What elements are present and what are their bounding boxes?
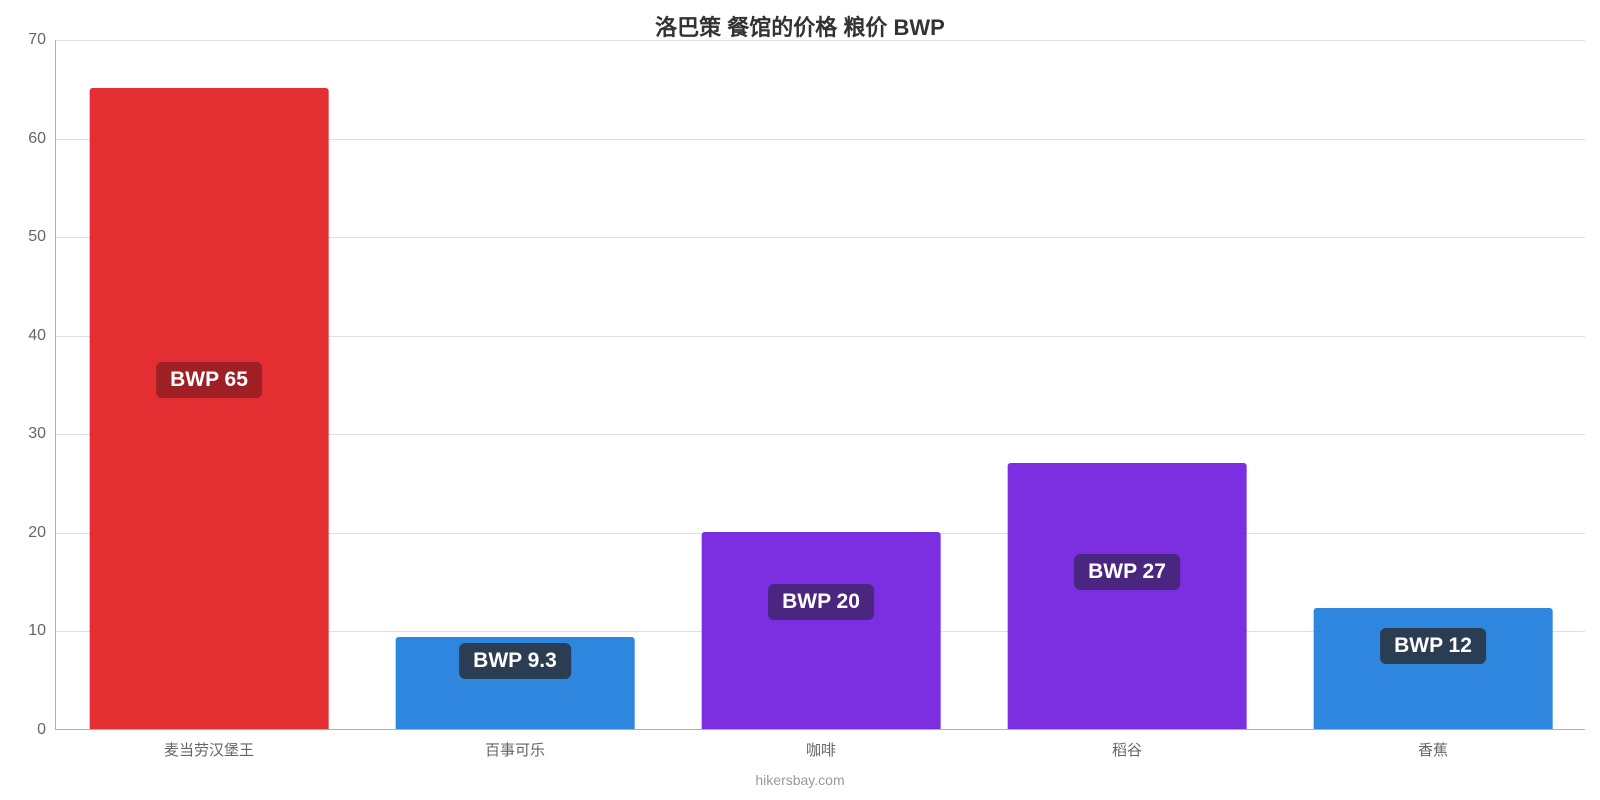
x-tick-label: 稻谷 [1112,729,1142,760]
y-tick-label: 0 [37,721,56,739]
y-tick-label: 70 [28,31,56,49]
bar [90,88,329,729]
x-tick-label: 香蕉 [1418,729,1448,760]
bar [1008,463,1247,729]
y-tick-label: 10 [28,622,56,640]
y-tick-label: 40 [28,327,56,345]
bar-value-label: BWP 27 [1074,554,1180,590]
y-tick-label: 50 [28,228,56,246]
bar [702,532,941,729]
bar-value-label: BWP 65 [156,362,262,398]
x-tick-label: 麦当劳汉堡王 [164,729,254,760]
bar [1314,608,1553,729]
gridline [56,40,1585,41]
chart-title: 洛巴策 餐馆的价格 粮价 BWP [0,10,1600,42]
bar-value-label: BWP 12 [1380,628,1486,664]
x-tick-label: 百事可乐 [485,729,545,760]
x-tick-label: 咖啡 [806,729,836,760]
credit-text: hikersbay.com [0,772,1600,788]
bar-value-label: BWP 9.3 [459,643,571,679]
y-tick-label: 60 [28,130,56,148]
y-tick-label: 30 [28,425,56,443]
y-tick-label: 20 [28,524,56,542]
bar-value-label: BWP 20 [768,584,874,620]
plot-area: 010203040506070麦当劳汉堡王BWP 65百事可乐BWP 9.3咖啡… [55,40,1585,730]
